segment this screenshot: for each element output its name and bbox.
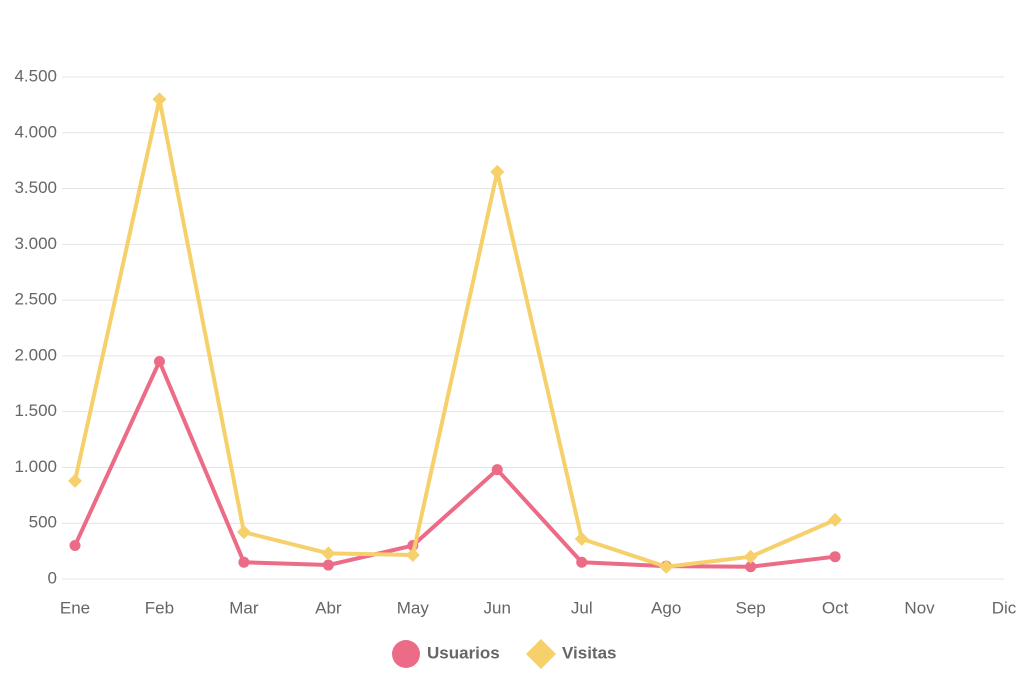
data-point: [576, 556, 588, 568]
x-tick-label: Mar: [229, 598, 259, 617]
data-point: [236, 525, 251, 540]
series-line: [73, 97, 836, 569]
legend-label: Visitas: [562, 643, 617, 662]
y-tick-label: 0: [48, 568, 57, 587]
y-tick-label: 3.500: [14, 178, 57, 197]
data-point: [659, 559, 674, 574]
y-tick-label: 1.000: [14, 457, 57, 476]
y-tick-label: 2.500: [14, 290, 57, 309]
data-point: [828, 512, 843, 527]
data-point: [490, 164, 505, 179]
x-tick-label: May: [397, 598, 430, 617]
data-point: [152, 92, 167, 107]
data-point: [153, 355, 165, 367]
legend-marker: [526, 639, 556, 669]
x-tick-label: Jul: [571, 598, 593, 617]
x-tick-label: Nov: [904, 598, 935, 617]
y-tick-label: 2.000: [14, 345, 57, 364]
data-point: [321, 546, 336, 561]
data-point: [491, 464, 503, 476]
y-tick-label: 1.500: [14, 401, 57, 420]
y-tick-label: 500: [29, 513, 57, 532]
data-point: [69, 540, 81, 552]
legend-marker: [392, 640, 420, 668]
x-tick-label: Sep: [736, 598, 766, 617]
data-point: [743, 549, 758, 564]
data-point: [322, 559, 334, 571]
legend-label: Usuarios: [427, 643, 500, 662]
data-point: [68, 473, 82, 488]
x-tick-label: Oct: [822, 598, 849, 617]
data-point: [745, 561, 757, 573]
x-tick-label: Ene: [60, 598, 90, 617]
data-point: [238, 556, 250, 568]
x-tick-label: Dic: [992, 598, 1017, 617]
data-point: [405, 548, 420, 563]
data-point: [574, 531, 589, 546]
y-tick-label: 4.000: [14, 122, 57, 141]
y-tick-label: 3.000: [14, 234, 57, 253]
y-tick-label: 4.500: [14, 66, 57, 85]
data-point: [829, 551, 841, 563]
x-tick-label: Abr: [315, 598, 342, 617]
x-tick-label: Ago: [651, 598, 681, 617]
x-tick-label: Jun: [484, 598, 511, 617]
series-line: [73, 359, 836, 569]
x-tick-label: Feb: [145, 598, 174, 617]
